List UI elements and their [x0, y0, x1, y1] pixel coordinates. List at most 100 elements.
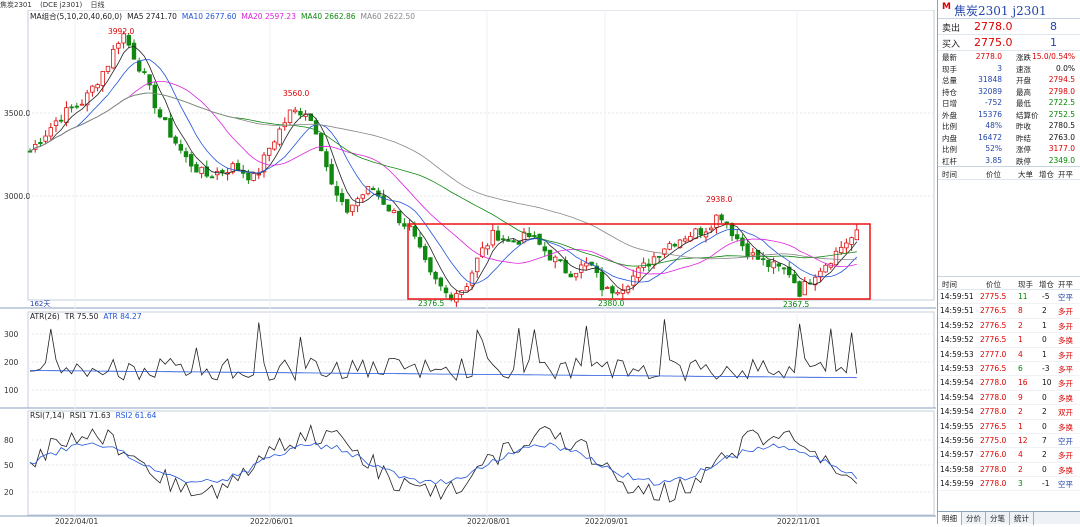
candle-body — [771, 261, 776, 269]
buy-price[interactable]: 2775.0 — [974, 36, 1013, 49]
candle-body — [272, 141, 277, 150]
sell-price[interactable]: 2778.0 — [974, 20, 1013, 33]
tab-2[interactable]: 分笔 — [986, 512, 1010, 525]
candle-body — [568, 273, 573, 278]
candle-body — [506, 239, 511, 242]
tick-row[interactable]: 14:59:57 2776.0 4 2 多开 — [938, 448, 1080, 463]
quote-title: 焦炭2301 j2301 — [954, 4, 1047, 18]
tick-cell: 0 — [1042, 392, 1047, 402]
tick-row[interactable]: 14:59:51 2776.5 8 2 多开 — [938, 304, 1080, 319]
candle-body — [605, 287, 610, 289]
tick-row[interactable]: 14:59:51 2775.5 11 -5 空平 — [938, 290, 1080, 305]
quote-row-value: 32089 — [978, 86, 1002, 96]
candle-body — [64, 107, 69, 123]
tick-cell: 11 — [1018, 292, 1028, 301]
tick-cell: -1 — [1042, 479, 1050, 489]
tick-row[interactable]: 14:59:54 2778.0 16 10 多开 — [938, 376, 1080, 391]
lg-rsi-label: RSI(7,14) — [30, 411, 65, 420]
rsi-legend: RSI(7,14) RSI1 71.63 RSI2 61.64 — [30, 411, 161, 420]
sell-row[interactable]: 卖出 2778.0 8 — [938, 19, 1080, 35]
candle-body — [792, 274, 797, 284]
candle-body — [360, 194, 365, 199]
quote-row-label: 内盘 — [942, 133, 957, 143]
tab-1[interactable]: 分价 — [962, 512, 986, 525]
candle-body — [750, 252, 755, 256]
quote-row-value2: 2722.5 — [1048, 98, 1075, 107]
tick-cell: 2775.0 — [980, 435, 1007, 445]
tick-row[interactable]: 14:59:54 2778.0 9 0 多换 — [938, 391, 1080, 406]
candle-body — [194, 164, 199, 173]
tab-0[interactable]: 明细 — [938, 512, 962, 525]
candle-body — [111, 48, 116, 69]
tick-cell: 6 — [1018, 363, 1023, 373]
candle-body — [178, 144, 183, 151]
tick-cell: 8 — [1018, 306, 1023, 316]
tick-row[interactable]: 14:59:56 2775.0 12 7 空开 — [938, 434, 1080, 449]
quote-row: 持仓 32089 最高 2798.0 — [938, 86, 1080, 98]
kline-chart-area[interactable]: 3500.0 3000.0 300 200 100 80 50 20 2022/04/01 202… — [0, 9, 936, 526]
buy-row[interactable]: 买入 2775.0 1 — [938, 35, 1080, 51]
tick-row[interactable]: 14:59:54 2778.0 2 2 双开 — [938, 405, 1080, 420]
lg-ma-item: MA5 2741.70 — [127, 12, 177, 21]
candle-body — [199, 166, 204, 174]
panel-frame — [27, 9, 935, 301]
tick-cell: 2778.0 — [980, 378, 1007, 388]
tick-cell: 14:59:53 — [940, 349, 974, 359]
candle-body — [183, 151, 189, 158]
tick-cell: 空开 — [1058, 436, 1073, 446]
quote-row-label2: 昨结 — [1016, 133, 1031, 143]
tick-cell: 1 — [1018, 421, 1023, 431]
ma-line — [29, 45, 858, 294]
lg-rsi-item: RSI1 71.63 — [69, 411, 111, 420]
tick-row[interactable]: 14:59:53 2777.0 4 1 多开 — [938, 348, 1080, 362]
lg-rsi-item: RSI2 61.64 — [115, 411, 157, 420]
atr-line — [30, 370, 857, 379]
candle-body — [298, 110, 303, 116]
market-flag: M — [942, 2, 951, 12]
ma-line — [29, 81, 857, 275]
tick-row[interactable]: 14:59:58 2778.0 2 0 多换 — [938, 463, 1080, 478]
candle-body — [209, 176, 215, 179]
trade-col-header: 开平 — [1058, 280, 1073, 289]
quote-row-value: -752 — [984, 98, 1002, 107]
candle-body — [620, 289, 625, 294]
tick-cell: 多换 — [1058, 336, 1073, 346]
chart-svg[interactable]: 3500.0 3000.0 300 200 100 80 50 20 2022/04/01 202… — [0, 9, 936, 526]
tick-row[interactable]: 14:59:53 2776.5 6 -3 多平 — [938, 362, 1080, 377]
quote-panel: M 焦炭2301 j2301 卖出 2778.0 8 买入 2775.0 1 最… — [937, 0, 1080, 525]
quote-row-label2: 跌停 — [1016, 156, 1031, 166]
quote-row-value2: 2780.5 — [1048, 121, 1075, 130]
date-label: 2022/11/01 — [777, 517, 820, 524]
tick-cell: 2776.5 — [980, 335, 1007, 345]
quote-row-value2: 2349.0 — [1048, 155, 1075, 165]
tick-cell: 2776.5 — [980, 363, 1007, 373]
trade-col-header: 现手 — [1018, 280, 1033, 289]
tick-cell: 2 — [1018, 464, 1023, 474]
tick-row[interactable]: 14:59:55 2776.5 1 0 多换 — [938, 420, 1080, 434]
candle-body — [839, 246, 844, 254]
tab-3[interactable]: 统计 — [1010, 512, 1034, 525]
candle-body — [43, 135, 48, 142]
candle-body — [719, 214, 724, 221]
tick-list[interactable]: 14:59:51 2775.5 11 -5 空平 14:59:51 2776.5 8 2 多开 14… — [938, 290, 1080, 492]
candle-body — [69, 106, 74, 109]
tick-row[interactable]: 14:59:52 2776.5 2 1 多开 — [938, 319, 1080, 334]
candle-body — [553, 256, 558, 263]
tick-row[interactable]: 14:59:52 2776.5 1 0 多换 — [938, 333, 1080, 348]
quote-row-value2: 0.0% — [1055, 63, 1075, 73]
tick-cell: 2778.0 — [980, 392, 1007, 402]
candle-body — [683, 238, 688, 242]
candle-body — [454, 293, 459, 303]
tick-cell: 1 — [1018, 335, 1023, 345]
candle-body — [74, 105, 79, 108]
period-label[interactable]: 日线 — [90, 1, 105, 9]
candle-body — [818, 270, 823, 278]
tick-cell: 1 — [1042, 320, 1047, 330]
price-annotation: 3992.0 — [108, 27, 134, 36]
ma-line — [29, 92, 857, 267]
date-label: 2022/04/01 — [55, 517, 98, 524]
atr-legend: ATR(26) TR 75.50 ATR 84.27 — [30, 312, 147, 321]
tick-cell: 14:59:52 — [940, 320, 974, 330]
candle-body — [313, 120, 319, 135]
tick-row[interactable]: 14:59:59 2778.0 3 -1 空平 — [938, 477, 1080, 492]
